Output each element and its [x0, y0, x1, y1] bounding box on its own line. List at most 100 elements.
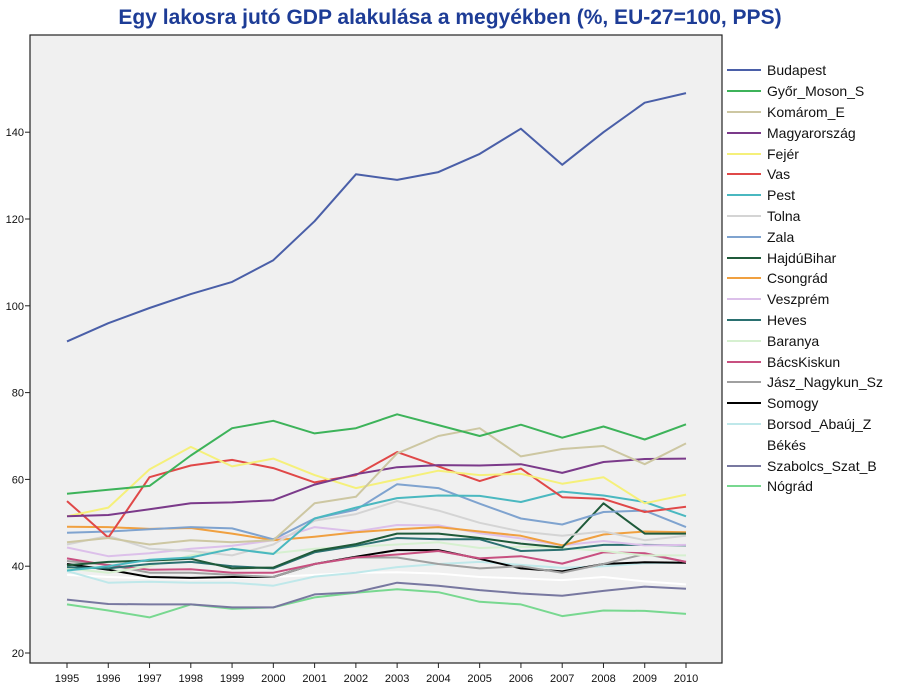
legend-label: Fejér	[767, 145, 799, 162]
legend-swatch	[727, 464, 761, 467]
legend-swatch	[727, 339, 761, 342]
legend-label: Vas	[767, 166, 791, 183]
legend-label: Borsod_Abaúj_Z	[767, 415, 872, 432]
series-line-heves	[66, 537, 687, 570]
legend-label: Baranya	[767, 332, 820, 349]
legend-label: Nógrád	[767, 478, 813, 495]
legend-item: Budapest	[727, 60, 883, 81]
series-line-szabolcs-szat-b	[66, 581, 687, 609]
legend-swatch	[727, 422, 761, 425]
x-tick-label: 2008	[591, 673, 615, 685]
series-line-fej-r	[66, 445, 687, 518]
x-tick-label: 2005	[467, 673, 491, 685]
legend-label: Heves	[767, 311, 807, 328]
series-line-b-cskiskun	[66, 550, 687, 574]
series-line-kom-rom-e	[66, 427, 687, 546]
series-line-gy-r-moson-s	[66, 413, 687, 495]
legend-label: BácsKiskun	[767, 353, 841, 370]
legend-label: Szabolcs_Szat_B	[767, 457, 877, 474]
y-tick-label: 20	[12, 648, 24, 660]
series-line-zala	[66, 483, 687, 541]
legend-swatch	[727, 90, 761, 93]
y-tick-label: 100	[6, 301, 24, 313]
legend-item: Pest	[727, 185, 883, 206]
series-line-magyarorsz-g	[66, 457, 687, 518]
legend-item: Somogy	[727, 393, 883, 414]
legend-label: Veszprém	[767, 291, 830, 308]
legend-swatch	[727, 360, 761, 363]
series-line-tolna	[66, 500, 687, 557]
legend-label: Csongrád	[767, 270, 828, 287]
legend-item: HajdúBihar	[727, 247, 883, 268]
legend-swatch	[727, 131, 761, 134]
legend-item: Zala	[727, 226, 883, 247]
legend-label: Pest	[767, 187, 796, 204]
legend-swatch	[727, 235, 761, 238]
legend-item: Jász_Nagykun_Sz	[727, 372, 883, 393]
legend-swatch	[727, 69, 761, 72]
x-tick-label: 2002	[344, 673, 368, 685]
y-tick-label: 60	[12, 474, 24, 486]
legend-item: Tolna	[727, 206, 883, 227]
legend-swatch	[727, 214, 761, 217]
legend-item: Szabolcs_Szat_B	[727, 455, 883, 476]
x-tick-label: 1997	[137, 673, 161, 685]
series-line-veszpr-m	[66, 524, 687, 558]
y-tick-label: 80	[12, 388, 24, 400]
x-tick-label: 1995	[55, 673, 79, 685]
legend-label: Magyarország	[767, 124, 856, 141]
legend-item: Békés	[727, 434, 883, 455]
legend-label: Tolna	[767, 207, 801, 224]
legend-swatch	[727, 298, 761, 301]
x-tick-label: 1999	[220, 673, 244, 685]
legend-label: Komárom_E	[767, 103, 845, 120]
legend-label: HajdúBihar	[767, 249, 837, 266]
series-line-budapest	[66, 92, 687, 343]
legend-item: Veszprém	[727, 289, 883, 310]
legend-swatch	[727, 110, 761, 113]
legend-item: Borsod_Abaúj_Z	[727, 414, 883, 435]
chart-title: Egy lakosra jutó GDP alakulása a megyékb…	[118, 6, 782, 29]
legend-swatch	[727, 381, 761, 384]
legend-item: Győr_Moson_S	[727, 81, 883, 102]
legend-label: Somogy	[767, 395, 819, 412]
legend-item: Csongrád	[727, 268, 883, 289]
legend-swatch	[727, 194, 761, 197]
x-tick-label: 2010	[674, 673, 698, 685]
y-tick-label: 40	[12, 561, 24, 573]
legend-item: Baranya	[727, 330, 883, 351]
legend-swatch	[727, 485, 761, 488]
legend-item: Vas	[727, 164, 883, 185]
series-line-j-sz-nagykun-sz	[66, 553, 687, 578]
series-line-b-k-s	[66, 571, 687, 586]
legend-label: Jász_Nagykun_Sz	[767, 374, 883, 391]
x-tick-label: 2000	[261, 673, 285, 685]
series-line-hajd-bihar	[66, 502, 686, 570]
legend-label: Győr_Moson_S	[767, 83, 865, 100]
legend-item: Nógrád	[727, 476, 883, 497]
series-line-pest	[66, 490, 687, 572]
legend-swatch	[727, 402, 761, 405]
y-tick-label: 140	[6, 127, 24, 139]
x-tick-label: 2006	[509, 673, 533, 685]
legend-item: BácsKiskun	[727, 351, 883, 372]
legend-swatch	[727, 152, 761, 155]
x-tick-label: 2009	[632, 673, 656, 685]
legend-swatch	[727, 256, 761, 259]
legend-item: Komárom_E	[727, 102, 883, 123]
x-tick-label: 2003	[385, 673, 409, 685]
series-line-baranya	[66, 541, 686, 574]
legend-swatch	[727, 277, 761, 280]
legend: Budapest Győr_Moson_S Komárom_E Magyarorszá…	[727, 60, 883, 497]
x-tick-label: 1996	[96, 673, 120, 685]
x-tick-label: 2007	[550, 673, 574, 685]
legend-item: Heves	[727, 310, 883, 331]
series-line-n-gr-d	[66, 588, 687, 619]
x-tick-label: 1998	[179, 673, 203, 685]
legend-swatch	[727, 173, 761, 176]
x-tick-label: 2001	[302, 673, 326, 685]
legend-label: Békés	[767, 436, 806, 453]
legend-label: Budapest	[767, 62, 827, 79]
legend-item: Fejér	[727, 143, 883, 164]
